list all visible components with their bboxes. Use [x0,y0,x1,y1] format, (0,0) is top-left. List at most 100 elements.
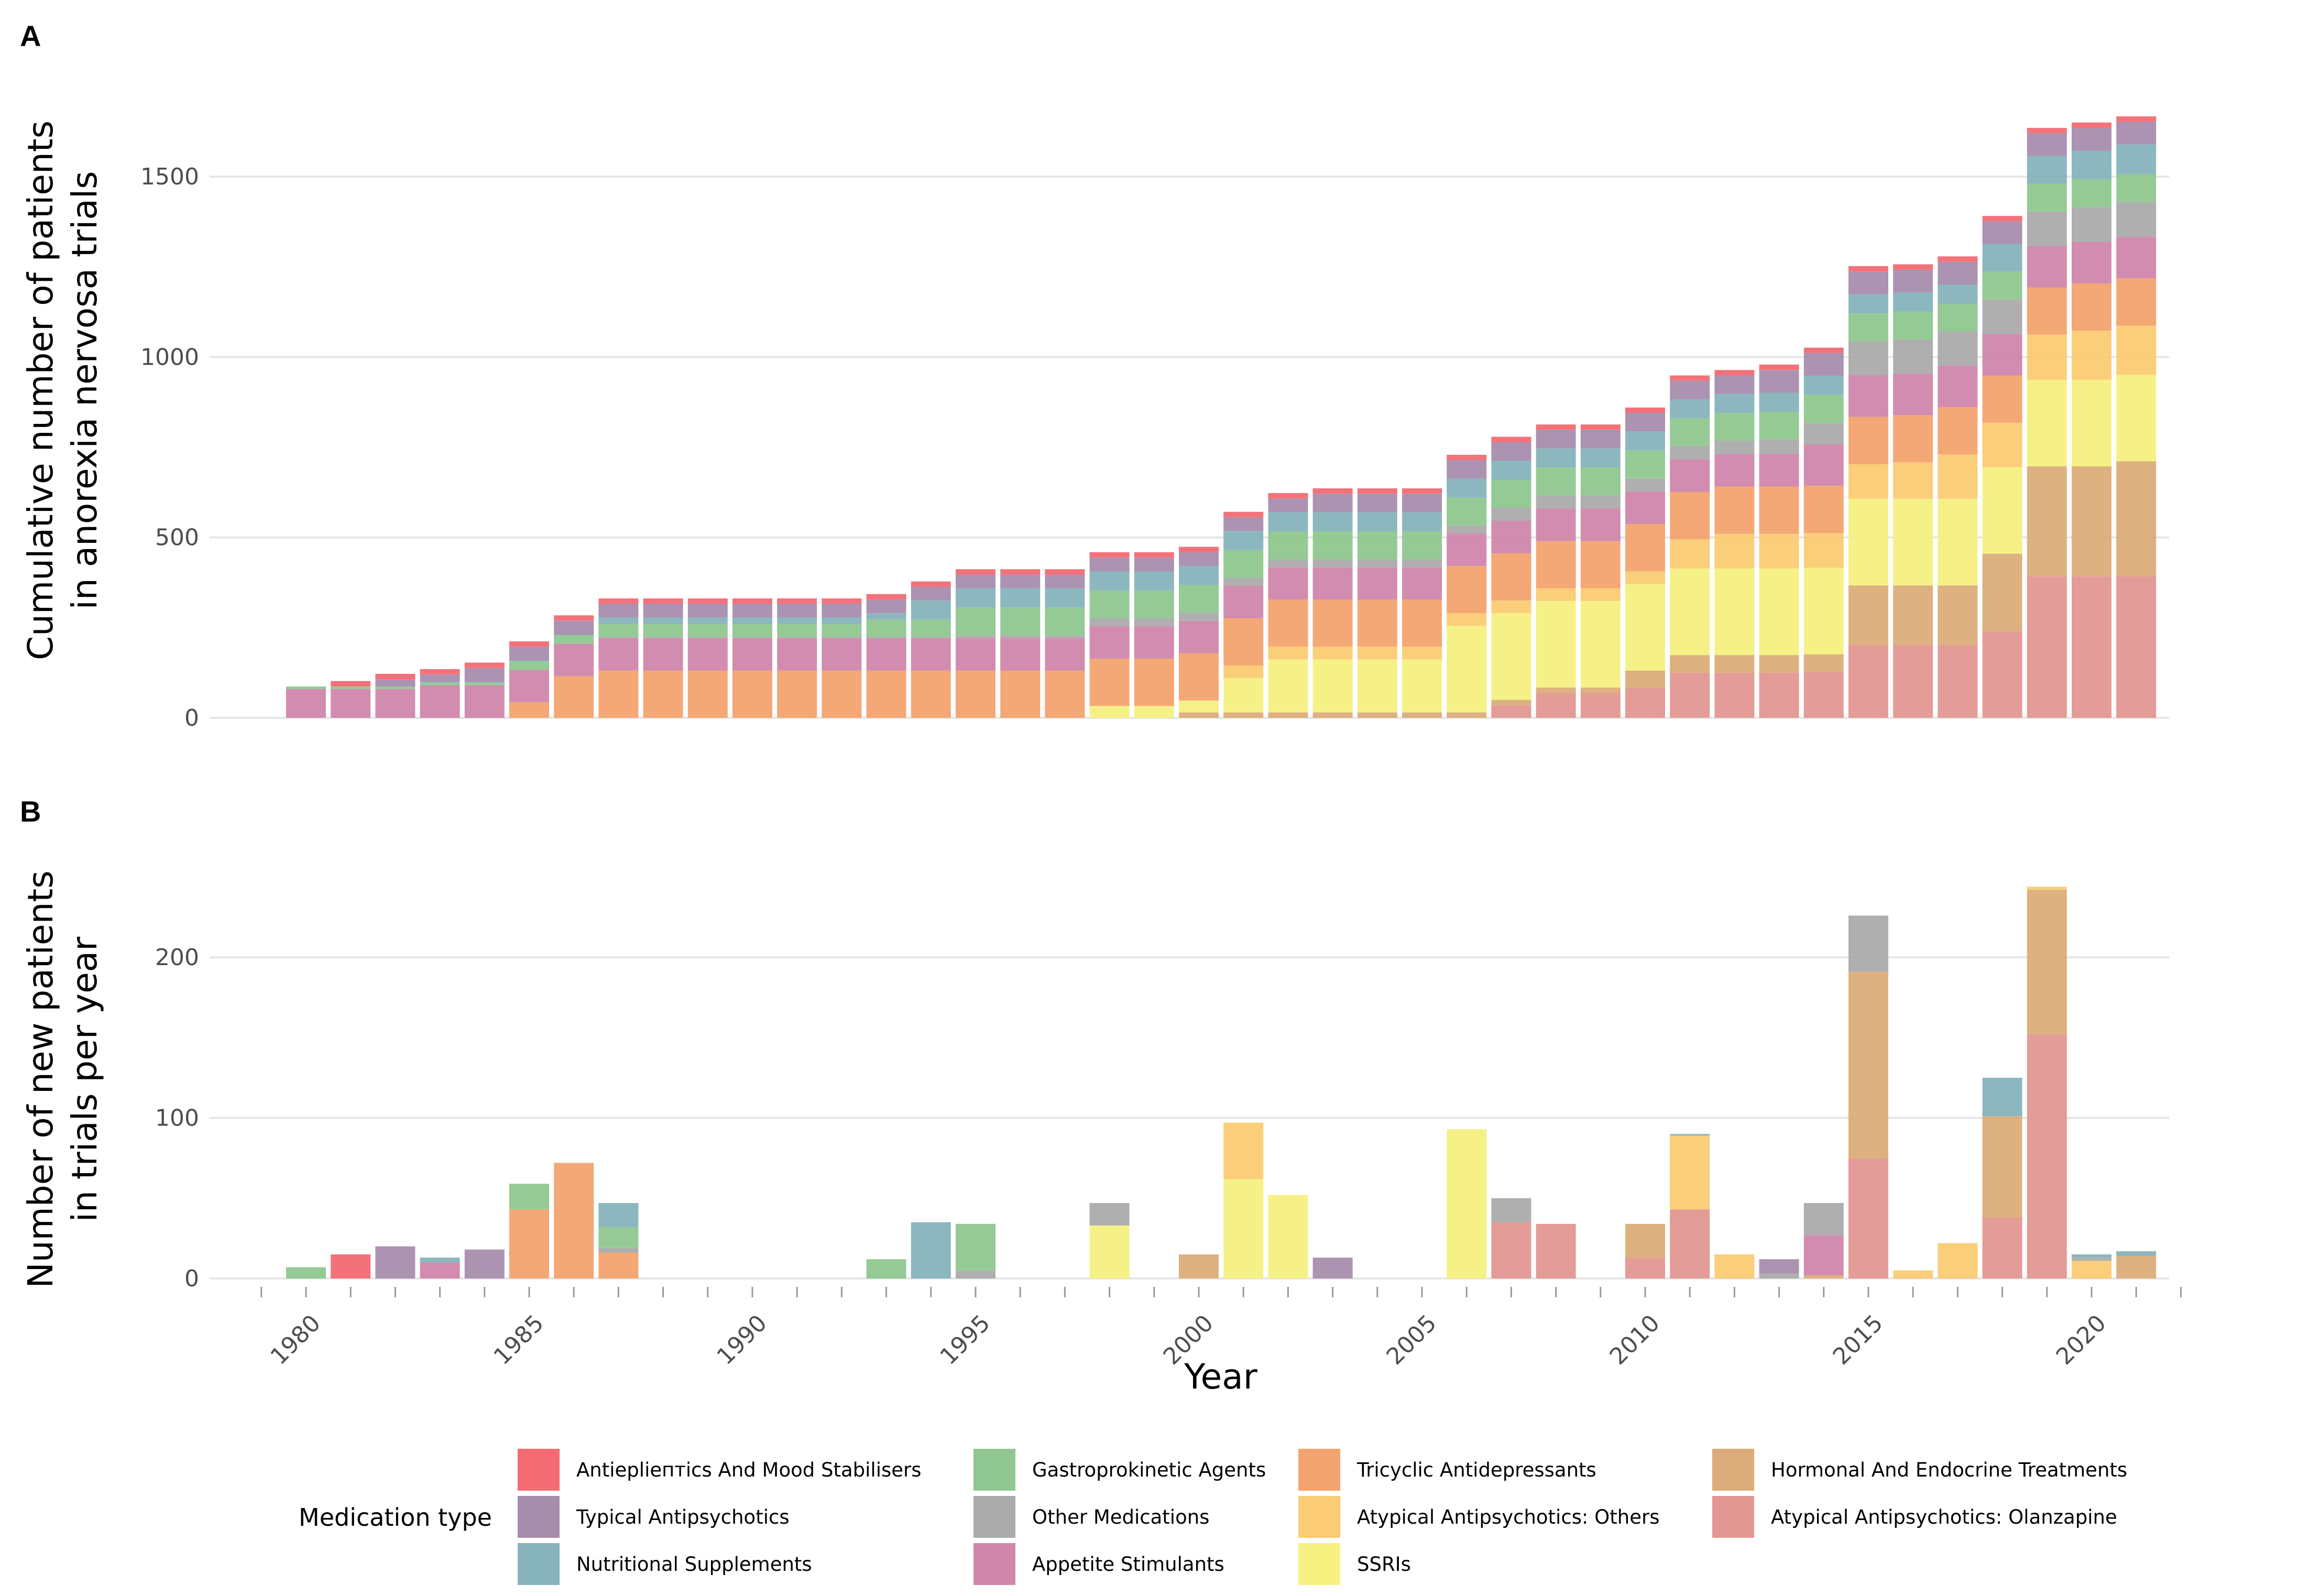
bar-hormonal-and-endocrine-treatments-2018 [1982,553,2022,631]
bar-nutritional-supplements-2018 [1982,1077,2022,1117]
bar-ssris-2012 [1714,568,1755,655]
y-tick-label: 1500 [140,163,199,190]
bar-gastroprokinetic-agents-1980 [286,686,326,689]
bar-appetite-stimulants-2003 [1312,567,1353,600]
bar-nutritional-supplements-1987 [598,617,639,624]
bar-tricyclic-antidepressants-1997 [1045,670,1085,718]
bar-other-medications-2002 [1268,559,1308,567]
bar-antiepli-ics-and-mood-stabilisers-2005 [1402,488,1442,494]
bar-gastroprokinetic-agents-2005 [1402,531,1442,559]
bar-atypical-antipsychotics-olanzapine-2007 [1491,705,1531,718]
x-axis-title: Year [1184,1357,1258,1397]
bar-tricyclic-antidepressants-1988 [643,670,683,718]
bar-gastroprokinetic-agents-1987 [598,1227,639,1248]
bar-atypical-antipsychotics-others-2019 [2027,334,2067,380]
bar-antiepli-ics-and-mood-stabilisers-2004 [1357,488,1397,494]
bar-antiepli-ics-and-mood-stabilisers-2006 [1447,455,1487,461]
bar-appetite-stimulants-1999 [1134,626,1174,659]
bar-gastroprokinetic-agents-2018 [1982,271,2022,300]
bar-nutritional-supplements-2007 [1491,461,1531,480]
bar-atypical-antipsychotics-others-2001 [1223,1122,1264,1179]
bar-other-medications-1987 [598,637,639,638]
bar-nutritional-supplements-2021 [2116,1251,2157,1256]
bar-appetite-stimulants-2016 [1893,374,1933,416]
bar-nutritional-supplements-1997 [1045,588,1085,608]
bar-typical-antipsychotics-2020 [2072,128,2111,151]
bar-hormonal-and-endocrine-treatments-2016 [1893,585,1933,645]
x-tick-label: 1990 [712,1310,772,1370]
bar-antiepli-ics-and-mood-stabilisers-1993 [866,594,906,600]
bar-other-medications-1998 [1089,1203,1130,1226]
bar-antiepli-ics-and-mood-stabilisers-2011 [1670,375,1710,381]
bar-atypical-antipsychotics-others-2012 [1714,533,1755,569]
bar-other-medications-1998 [1089,618,1130,626]
bar-atypical-antipsychotics-olanzapine-2012 [1714,672,1755,718]
bar-typical-antipsychotics-1999 [1134,557,1174,572]
bar-other-medications-2013 [1759,1273,1799,1278]
legend-swatch-nutritional-supplements [518,1543,560,1585]
bar-gastroprokinetic-agents-1996 [1000,607,1041,636]
bar-atypical-antipsychotics-others-2017 [1938,1243,1978,1278]
bar-nutritional-supplements-1985 [509,660,549,662]
bar-ssris-2004 [1357,659,1397,713]
bar-appetite-stimulants-2017 [1938,365,1978,408]
bar-ssris-2013 [1759,568,1799,655]
bar-hormonal-and-endocrine-treatments-2014 [1803,654,1844,672]
bar-other-medications-2015 [1848,915,1888,972]
bar-typical-antipsychotics-1997 [1045,574,1085,588]
bar-tricyclic-antidepressants-2013 [1759,486,1799,534]
bar-atypical-antipsychotics-olanzapine-2018 [1982,1217,2022,1278]
bar-antiepli-ics-and-mood-stabilisers-1985 [509,641,549,647]
bar-tricyclic-antidepressants-1985 [509,1209,549,1278]
bar-gastroprokinetic-agents-1992 [822,624,862,637]
bar-antiepli-ics-and-mood-stabilisers-1987 [598,598,639,604]
bar-nutritional-supplements-1988 [643,617,683,624]
bar-ssris-2020 [2072,379,2111,467]
bar-atypical-antipsychotics-others-2013 [1759,533,1799,569]
bar-atypical-antipsychotics-others-2015 [1848,464,1888,499]
bar-atypical-antipsychotics-others-2007 [1491,600,1531,614]
bar-ssris-2015 [1848,499,1888,586]
bar-hormonal-and-endocrine-treatments-2003 [1312,712,1353,718]
bar-ssris-2001 [1223,678,1264,713]
bar-nutritional-supplements-1994 [911,600,951,620]
bar-atypical-antipsychotics-others-2020 [2072,1261,2111,1278]
bar-ssris-2009 [1580,600,1621,688]
bar-other-medications-2000 [1179,613,1219,621]
bar-tricyclic-antidepressants-1995 [956,670,995,718]
bar-tricyclic-antidepressants-2008 [1536,541,1576,588]
bar-appetite-stimulants-1996 [1000,638,1041,671]
y-axis-title: Number of new patients [20,870,61,1288]
bar-ssris-2005 [1402,659,1442,713]
bar-antiepli-ics-and-mood-stabilisers-1986 [554,615,594,621]
bar-hormonal-and-endocrine-treatments-2015 [1848,585,1888,645]
bar-atypical-antipsychotics-olanzapine-2009 [1580,693,1621,718]
bar-ssris-2018 [1982,467,2022,554]
bar-hormonal-and-endocrine-treatments-2013 [1759,655,1799,673]
y-axis-title: in anorexia nervosa trials [64,171,105,609]
bar-atypical-antipsychotics-olanzapine-2019 [2027,1034,2067,1278]
bar-hormonal-and-endocrine-treatments-2017 [1938,585,1978,645]
bar-gastroprokinetic-agents-1993 [866,1259,906,1278]
bar-ssris-2021 [2116,375,2157,462]
bar-hormonal-and-endocrine-treatments-2010 [1625,670,1665,688]
bar-atypical-antipsychotics-others-2008 [1536,588,1576,601]
legend-title: Medication type [299,1503,492,1532]
bar-typical-antipsychotics-2013 [1759,1259,1799,1274]
bar-other-medications-1993 [866,637,906,638]
bar-antiepli-ics-and-mood-stabilisers-1984 [464,662,505,668]
bar-appetite-stimulants-1995 [956,638,995,671]
bar-antiepli-ics-and-mood-stabilisers-1996 [1000,569,1041,575]
bar-atypical-antipsychotics-others-2019 [2027,887,2067,890]
bar-antiepli-ics-and-mood-stabilisers-1995 [956,569,995,575]
bar-gastroprokinetic-agents-2010 [1625,450,1665,478]
bar-appetite-stimulants-2012 [1714,454,1755,487]
bar-appetite-stimulants-1997 [1045,638,1085,671]
bar-nutritional-supplements-1986 [554,634,594,636]
bar-nutritional-supplements-2011 [1670,399,1710,419]
bar-gastroprokinetic-agents-2021 [2116,174,2157,202]
bar-antiepli-ics-and-mood-stabilisers-2009 [1580,424,1621,430]
bar-hormonal-and-endocrine-treatments-2004 [1357,712,1397,718]
bar-hormonal-and-endocrine-treatments-2014 [1803,1275,1844,1278]
bar-typical-antipsychotics-2021 [2116,122,2157,145]
